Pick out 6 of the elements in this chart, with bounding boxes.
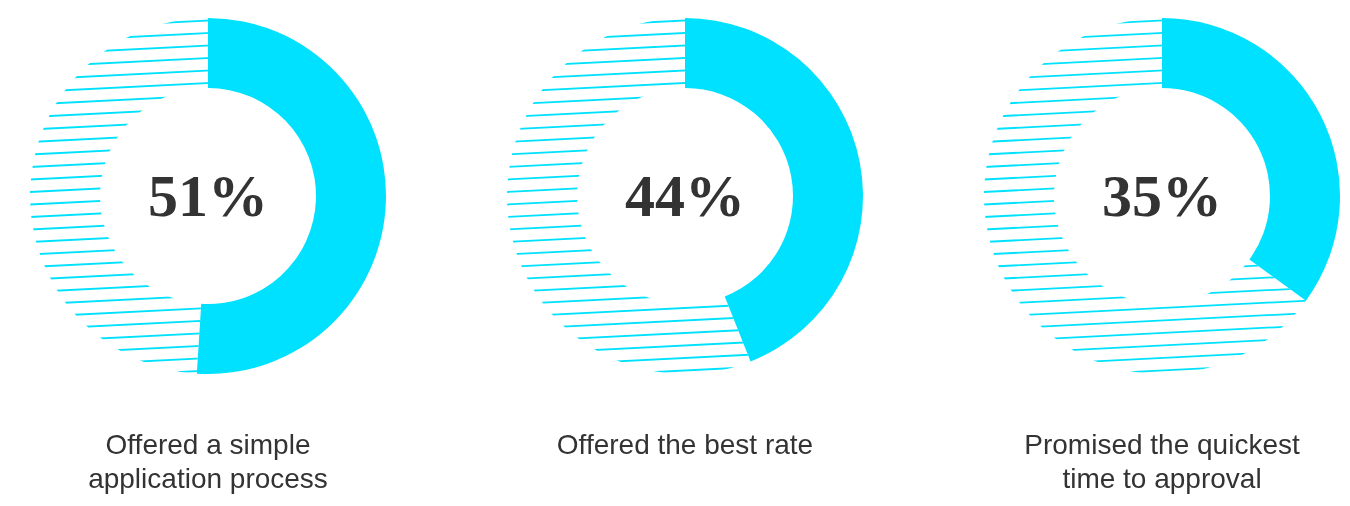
data-label: 44% bbox=[625, 163, 745, 229]
data-label: 35% bbox=[1102, 163, 1222, 229]
text: Offered the best rate bbox=[556, 429, 814, 460]
data-label: 51% bbox=[148, 163, 268, 229]
text: Offered a simple application process bbox=[88, 429, 328, 494]
text: Promised the quickest time to approval bbox=[1024, 429, 1300, 494]
